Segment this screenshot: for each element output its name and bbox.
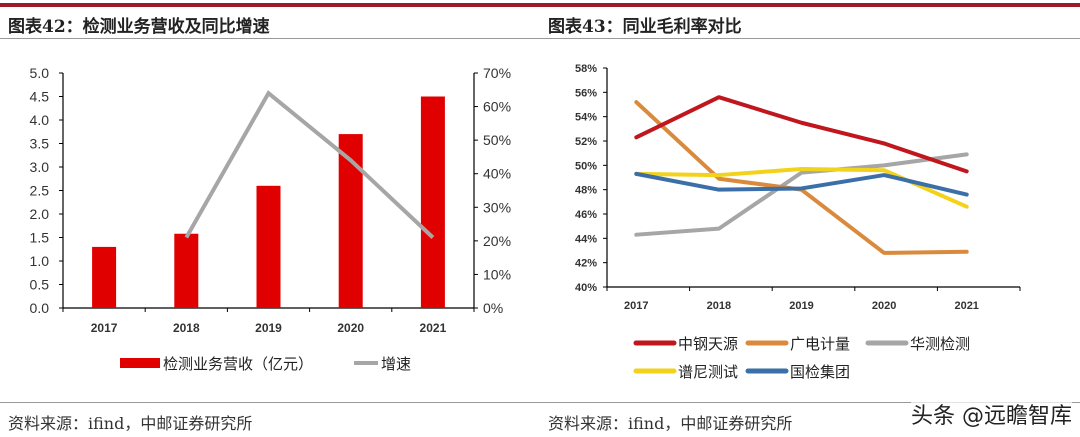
legend-label-0: 中钢天源 — [678, 336, 738, 353]
left-y-tick-label: 2.0 — [30, 206, 50, 222]
bar-2017 — [92, 246, 117, 308]
right-y-tick-label: 70% — [483, 65, 511, 81]
bar-2021 — [420, 96, 445, 308]
right-y-tick-label: 20% — [483, 233, 511, 249]
bar-2018 — [174, 233, 199, 308]
x-tick-label: 2021 — [420, 321, 447, 335]
y-tick-label: 40% — [575, 282, 597, 294]
right-y-tick-label: 10% — [483, 266, 511, 282]
y-tick-label: 58% — [575, 63, 597, 75]
left-y-tick-label: 3.0 — [30, 159, 50, 175]
right-y-tick-label: 60% — [483, 99, 511, 115]
footer-divider — [0, 402, 1080, 403]
y-tick-label: 48% — [575, 185, 597, 197]
bar-2019 — [256, 185, 281, 308]
left-y-tick-label: 1.0 — [30, 253, 50, 269]
legend-label-revenue: 检测业务营收（亿元） — [163, 356, 313, 373]
header-divider — [0, 38, 1080, 39]
legend-label-growth: 增速 — [381, 356, 411, 373]
legend-label-1: 广电计量 — [790, 336, 850, 353]
left-chart-title: 图表42：检测业务营收及同比增速 — [8, 17, 270, 37]
y-tick-label: 44% — [575, 233, 597, 245]
left-y-tick-label: 5.0 — [30, 65, 50, 81]
growth-line — [184, 90, 435, 239]
x-tick-label: 2017 — [624, 300, 648, 312]
bar-2020 — [338, 134, 363, 308]
legend-label-2: 华测检测 — [910, 336, 970, 353]
legend-swatch-revenue — [120, 358, 160, 368]
left-y-tick-label: 0.5 — [30, 277, 50, 293]
legend-label-3: 谱尼测试 — [678, 364, 738, 381]
x-tick-label: 2018 — [173, 321, 200, 335]
top-accent-bar — [0, 3, 1080, 7]
y-tick-label: 56% — [575, 87, 597, 99]
left-y-tick-label: 4.5 — [30, 89, 50, 105]
x-tick-label: 2020 — [337, 321, 364, 335]
watermark: 头条 @远瞻智库 — [911, 398, 1072, 430]
x-tick-label: 2018 — [707, 300, 731, 312]
x-tick-label: 2020 — [872, 300, 896, 312]
x-tick-label: 2019 — [255, 321, 282, 335]
left-y-tick-label: 1.5 — [30, 230, 50, 246]
right-y-tick-label: 30% — [483, 199, 511, 215]
left-y-tick-label: 0.0 — [30, 300, 50, 316]
right-chart-title: 图表43：同业毛利率对比 — [548, 17, 742, 37]
right-y-tick-label: 0% — [483, 300, 503, 316]
right-source: 资料来源：ifind，中邮证券研究所 — [548, 414, 793, 433]
x-tick-label: 2019 — [789, 300, 813, 312]
y-tick-label: 46% — [575, 209, 597, 221]
left-source: 资料来源：ifind，中邮证券研究所 — [8, 414, 253, 433]
series-line-2 — [634, 152, 969, 237]
right-y-tick-label: 50% — [483, 132, 511, 148]
y-tick-label: 54% — [575, 112, 597, 124]
x-tick-label: 2017 — [91, 321, 118, 335]
left-y-tick-label: 4.0 — [30, 112, 50, 128]
left-y-tick-label: 3.5 — [30, 136, 50, 152]
legend-label-4: 国检集团 — [790, 364, 850, 381]
left-y-tick-label: 2.5 — [30, 183, 50, 199]
y-tick-label: 52% — [575, 136, 597, 148]
right-y-tick-label: 40% — [483, 166, 511, 182]
y-tick-label: 42% — [575, 258, 597, 270]
y-tick-label: 50% — [575, 160, 597, 172]
x-tick-label: 2021 — [954, 300, 978, 312]
